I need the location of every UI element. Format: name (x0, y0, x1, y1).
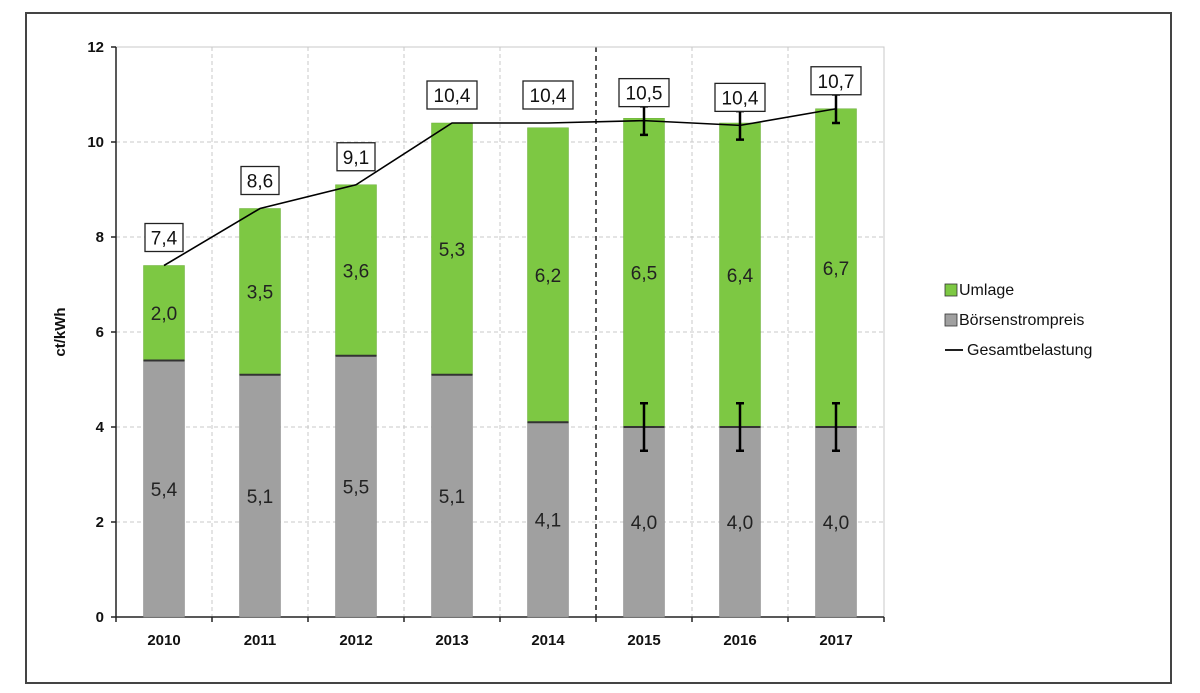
legend-label-gesamtbelastung: Gesamtbelastung (967, 342, 1092, 359)
bar-boerse-2011 (239, 374, 281, 618)
x-tick-label-2012: 2012 (339, 632, 372, 649)
data-label-umlage-2012: 3,6 (343, 261, 369, 282)
x-tick-label-2017: 2017 (819, 632, 852, 649)
bar-umlage-2014 (527, 127, 569, 423)
bar-umlage-2016 (719, 122, 761, 428)
legend-swatch-umlage (944, 283, 958, 297)
total-label-box-2013 (426, 80, 478, 110)
bar-umlage-2012 (335, 184, 377, 356)
bar-umlage-2010 (143, 265, 185, 361)
total-label-box-2010 (144, 222, 184, 253)
total-label-box-2011 (240, 165, 280, 196)
data-label-umlage-2016: 6,4 (727, 266, 754, 287)
data-label-boerse-2017: 4,0 (823, 513, 849, 534)
data-label-boerse-2010: 5,4 (151, 480, 178, 501)
y-tick-label-10: 10 (87, 134, 104, 151)
total-label-box-2015 (618, 77, 670, 108)
y-tick-label-0: 0 (96, 609, 104, 626)
bar-boerse-2013 (431, 374, 473, 618)
x-tick-label-2014: 2014 (531, 632, 565, 649)
y-tick-label-8: 8 (96, 229, 104, 246)
stacked-bar-chart: 0 2 4 6 8 10 12 ct/kWh 2010 2011 2012 2013 2014 2015 2… (52, 39, 1092, 649)
data-label-umlage-2010: 2,0 (151, 304, 177, 325)
data-label-umlage-2017: 6,7 (823, 259, 849, 280)
total-label-2014: 10,4 (530, 86, 567, 107)
data-label-boerse-2015: 4,0 (631, 513, 657, 534)
bar-boerse-2015 (623, 426, 665, 618)
bar-boerse-2017 (815, 426, 857, 618)
y-tick-label-12: 12 (87, 39, 104, 56)
total-label-2016: 10,4 (722, 88, 759, 109)
total-label-2011: 8,6 (247, 172, 273, 193)
legend-label-umlage: Umlage (959, 282, 1014, 299)
data-label-boerse-2016: 4,0 (727, 513, 753, 534)
bar-umlage-2017 (815, 108, 857, 428)
total-label-box-2016 (714, 82, 766, 113)
total-label-2012: 9,1 (343, 148, 369, 169)
legend-label-boerse: Börsenstrompreis (959, 312, 1084, 329)
total-label-box-2012 (336, 142, 376, 172)
x-tick-label-2011: 2011 (244, 632, 277, 649)
total-label-2013: 10,4 (434, 86, 471, 107)
y-tick-label-4: 4 (96, 419, 105, 436)
bar-boerse-2010 (143, 360, 185, 618)
y-axis-label: ct/kWh (52, 307, 69, 356)
bar-boerse-2012 (335, 355, 377, 618)
data-label-boerse-2012: 5,5 (343, 477, 369, 498)
data-label-boerse-2013: 5,1 (439, 487, 465, 508)
bar-umlage-2011 (239, 208, 281, 375)
data-label-boerse-2011: 5,1 (247, 487, 273, 508)
x-tick-label-2010: 2010 (147, 632, 180, 649)
data-label-umlage-2014: 6,2 (535, 266, 561, 287)
y-tick-label-2: 2 (96, 514, 104, 531)
total-label-2017: 10,7 (818, 72, 855, 93)
data-label-boerse-2014: 4,1 (535, 511, 561, 532)
data-label-umlage-2011: 3,5 (247, 283, 273, 304)
y-tick-label-6: 6 (96, 324, 104, 341)
x-tick-label-2016: 2016 (723, 632, 756, 649)
bar-umlage-2013 (431, 122, 473, 375)
x-tick-label-2013: 2013 (435, 632, 468, 649)
bar-umlage-2015 (623, 118, 665, 428)
data-label-umlage-2015: 6,5 (631, 264, 657, 285)
bar-boerse-2014 (527, 422, 569, 618)
total-label-2015: 10,5 (626, 84, 663, 105)
legend-swatch-boerse (944, 313, 958, 327)
total-label-box-2017 (810, 66, 862, 96)
total-label-box-2014 (522, 80, 574, 110)
chart-frame: 0 2 4 6 8 10 12 ct/kWh 2010 2011 2012 2013 2014 2015 2… (25, 12, 1172, 684)
total-label-2010: 7,4 (151, 229, 178, 250)
x-tick-label-2015: 2015 (627, 632, 660, 649)
line-gesamtbelastung (163, 107, 837, 267)
data-label-umlage-2013: 5,3 (439, 240, 465, 261)
